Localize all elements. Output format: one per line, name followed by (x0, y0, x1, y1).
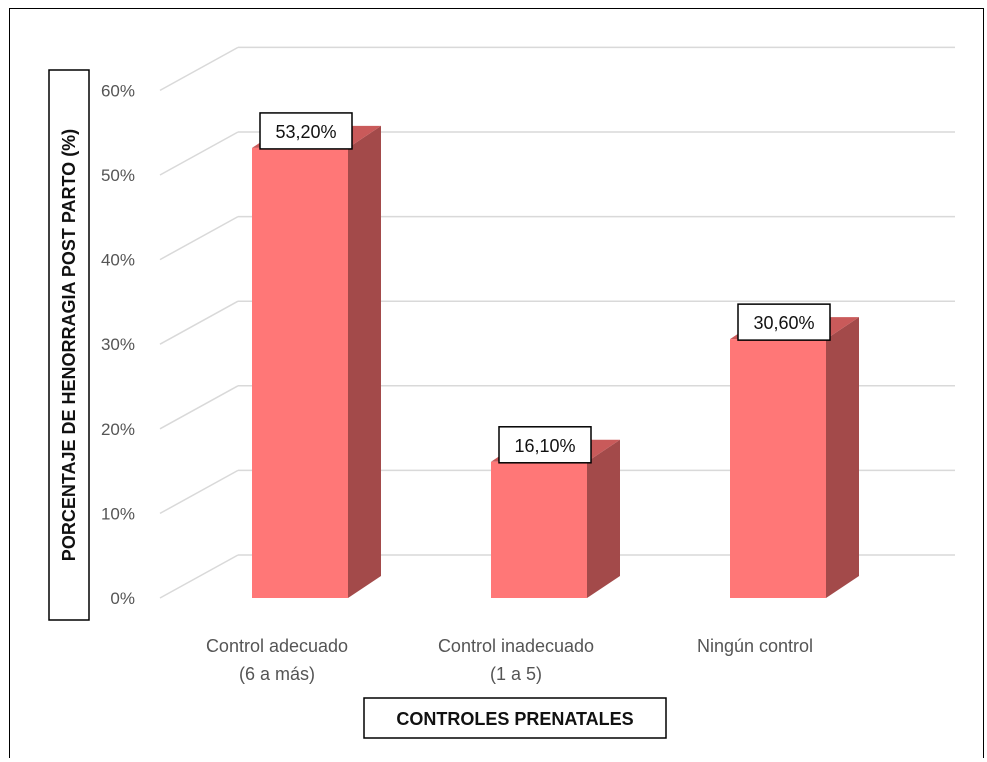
y-tick-label: 50% (101, 166, 135, 185)
x-category-label: Control adecuado (206, 636, 348, 656)
bar: 53,20% (252, 112, 381, 599)
gridline-side (159, 469, 239, 515)
x-category-label: Control inadecuado (438, 636, 594, 656)
bar-front (491, 461, 587, 598)
y-axis-ticks: 0% 10% 20% 30% 40% 50% 60% (101, 81, 135, 608)
y-tick-label: 0% (110, 589, 135, 608)
data-label: 53,20% (275, 122, 336, 142)
y-tick-label: 10% (101, 504, 135, 523)
bar-front (252, 147, 348, 599)
chart-frame (9, 8, 984, 758)
x-category-label: Ningún control (697, 636, 813, 656)
data-label-box (259, 112, 353, 150)
y-tick-label: 30% (101, 335, 135, 354)
y-tick-label: 40% (101, 251, 135, 270)
x-category-label: (1 a 5) (490, 664, 542, 684)
bar-side (348, 125, 381, 598)
y-axis-title-box (48, 69, 90, 621)
bars: 53,20% 16,10% 30,60% (252, 112, 859, 599)
bar-side (826, 317, 859, 598)
bar-front (730, 339, 826, 598)
data-label: 16,10% (514, 436, 575, 456)
bar-side (587, 439, 620, 598)
data-label: 30,60% (753, 313, 814, 333)
gridline-side (159, 385, 239, 430)
gridline-side (159, 131, 239, 176)
x-axis-title: CONTROLES PRENATALES (396, 709, 633, 729)
y-tick-label: 20% (101, 420, 135, 439)
gridline-side (159, 300, 239, 345)
x-axis-title-box (363, 697, 667, 739)
x-axis-categories: Control adecuado (6 a más) Control inadecu… (206, 636, 813, 684)
y-axis-title: PORCENTAJE DE HENORRAGIA POST PARTO (%) (59, 129, 79, 561)
y-tick-label: 60% (101, 81, 135, 100)
gridline-side (159, 46, 239, 92)
data-label-box (498, 426, 592, 464)
gridline-side (159, 215, 239, 261)
bar: 30,60% (730, 303, 859, 598)
bar: 16,10% (491, 426, 620, 598)
data-label-box (737, 303, 831, 341)
x-category-label: (6 a más) (239, 664, 315, 684)
gridline-side (159, 554, 239, 599)
